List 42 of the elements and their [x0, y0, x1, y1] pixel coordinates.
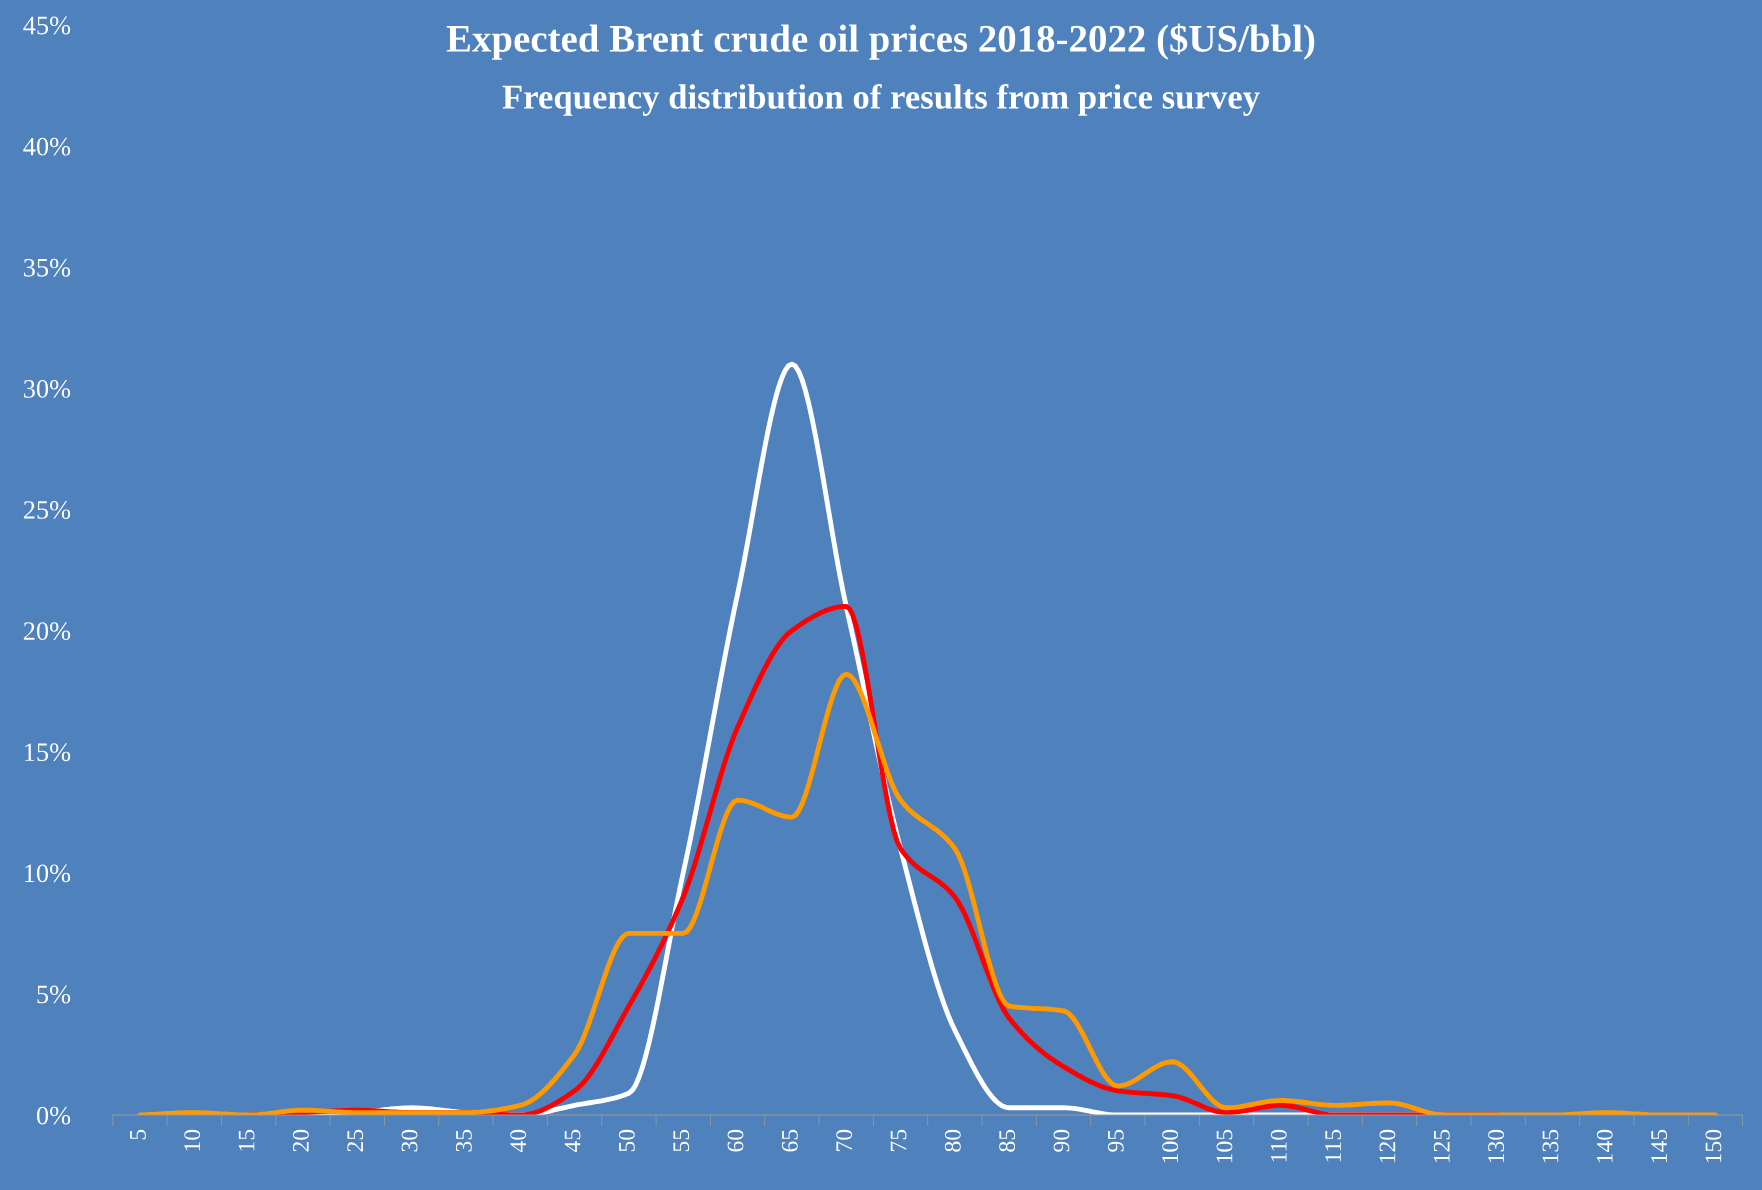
x-tick-label: 10 — [184, 1129, 201, 1151]
text: Frequency distribution of results from price survey — [502, 83, 1260, 116]
y-tick-label: 10% — [25, 864, 71, 883]
y-tick-label: 30% — [23, 379, 71, 398]
x-tick-label: 135 — [1542, 1129, 1559, 1163]
x-tick-label: 120 — [1379, 1129, 1396, 1163]
x-tick-label: 100 — [1162, 1129, 1179, 1163]
x-tick-label: 65 — [781, 1129, 798, 1152]
x-tick-label: 130 — [1488, 1129, 1505, 1163]
chart-title: Expected Brent crude oil prices 2018-2022 ($US/bbl) — [446, 23, 1315, 60]
y-tick-label: 25% — [23, 501, 71, 519]
x-tick-label: 80 — [944, 1129, 961, 1152]
x-tick-label: 40 — [510, 1129, 527, 1153]
x-tick-label: 105 — [1216, 1129, 1233, 1163]
y-tick-label: 45% — [23, 16, 71, 35]
x-tick-label: 85 — [999, 1129, 1016, 1152]
x-tick-label: 35 — [455, 1129, 472, 1152]
x-tick-label: 45 — [564, 1129, 581, 1153]
x-tick-label: 110 — [1270, 1129, 1287, 1162]
x-tick-label: 95 — [1107, 1129, 1124, 1152]
x-tick-label: 140 — [1596, 1129, 1613, 1163]
x-tick-label: 125 — [1433, 1129, 1450, 1163]
x-tick-label: 15 — [238, 1129, 255, 1151]
x-tick-label: 70 — [836, 1129, 853, 1151]
x-tick-label: 30 — [401, 1129, 418, 1152]
x-tick-label: 115 — [1325, 1129, 1342, 1162]
x-tick-label: 55 — [673, 1129, 690, 1152]
x-tick-label: 75 — [890, 1129, 907, 1151]
x-tick-label: 50 — [618, 1129, 635, 1152]
x-tick-label: 60 — [727, 1129, 744, 1152]
x-tick-label: 145 — [1651, 1129, 1668, 1163]
x-tick-label: 20 — [292, 1129, 309, 1152]
x-tick-label: 90 — [1053, 1129, 1070, 1152]
x-tick-label: 150 — [1705, 1129, 1722, 1163]
y-tick-label: 20% — [23, 622, 71, 641]
y-tick-label: 35% — [23, 258, 71, 277]
y-tick-label: 5% — [37, 985, 71, 1004]
y-tick-label: 15% — [25, 743, 71, 762]
x-tick-label: 5 — [130, 1129, 146, 1140]
y-tick-label: 40% — [23, 137, 71, 156]
y-tick-label: 0% — [36, 1106, 71, 1125]
x-tick-label: 25 — [347, 1129, 364, 1152]
